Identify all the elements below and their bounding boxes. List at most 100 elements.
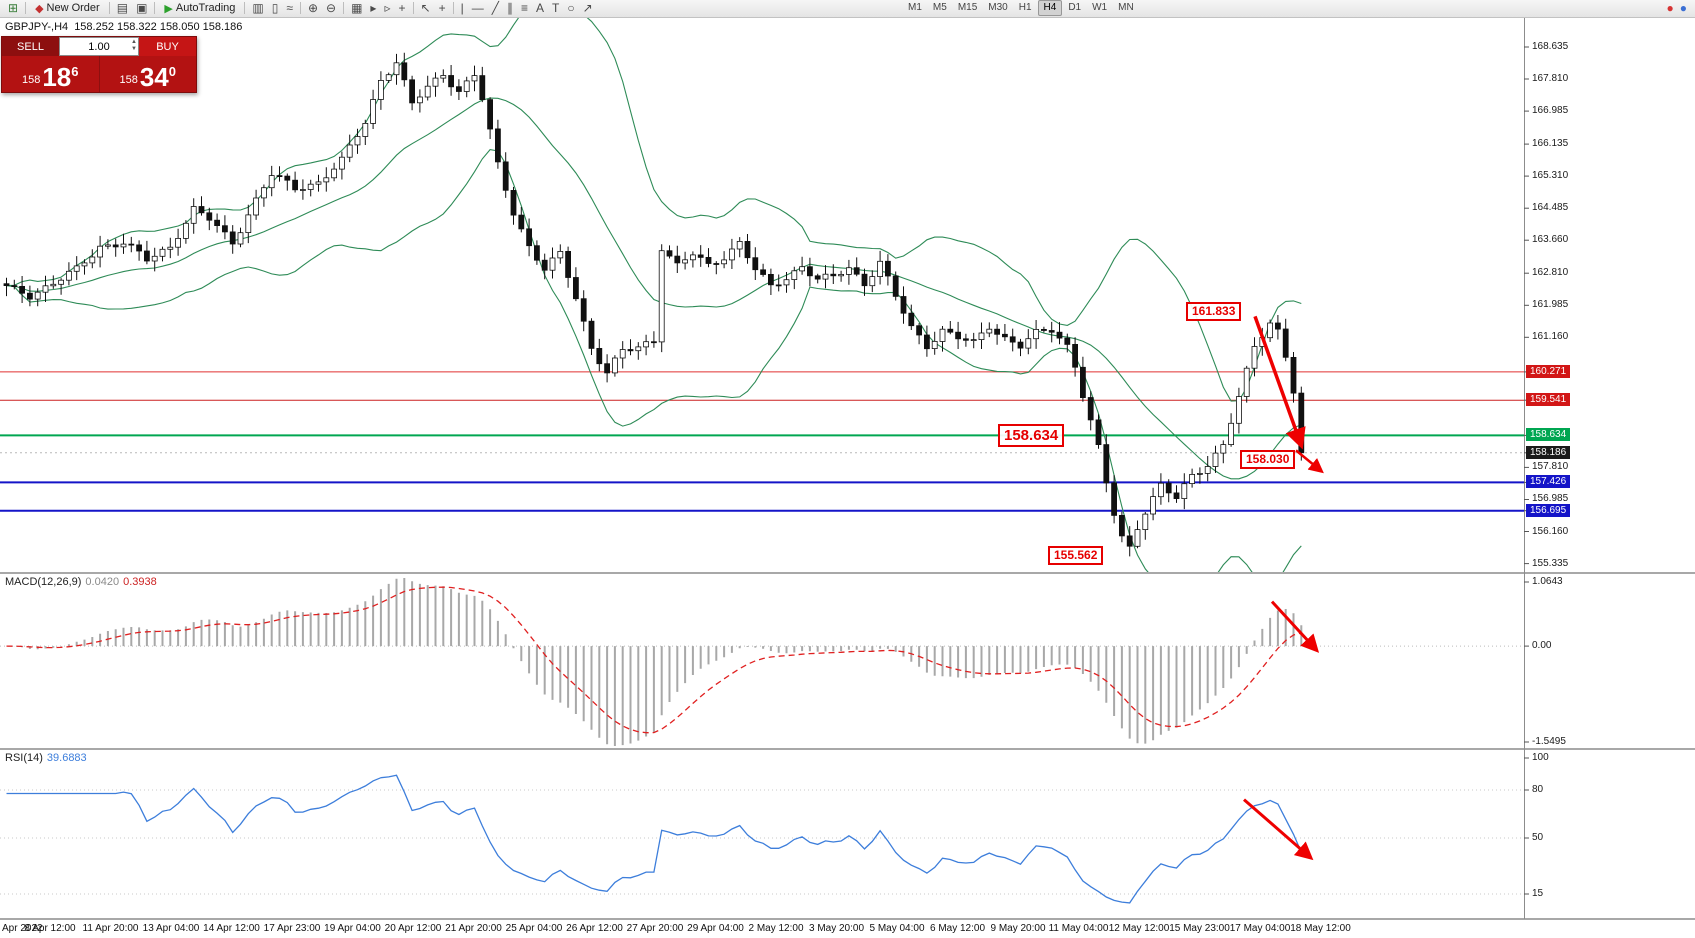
arrow-object-icon[interactable]: ↗ bbox=[582, 0, 593, 15]
sell-price[interactable]: 158 18 6 bbox=[2, 56, 100, 92]
timeframe-button-w1[interactable]: W1 bbox=[1092, 2, 1108, 13]
price-axis-label: 162.810 bbox=[1532, 267, 1569, 279]
autotrading-button-icon: ▶ bbox=[164, 2, 173, 15]
label-icon[interactable]: T bbox=[551, 0, 560, 15]
timeframe-button-m5[interactable]: M5 bbox=[932, 2, 947, 13]
price-axis-badge-158.186: 158.186 bbox=[1526, 445, 1571, 459]
fibonacci-icon[interactable]: ≡ bbox=[520, 0, 528, 15]
rsi-scale-label: 100 bbox=[1532, 752, 1549, 763]
price-axis[interactable]: 168.635 167.810 166.985 166.135 165.310 164.4… bbox=[1524, 17, 1695, 919]
volume-value: 1.00 bbox=[88, 40, 110, 53]
price-axis-label: 156.985 bbox=[1532, 493, 1569, 505]
time-axis-label: 9 May 20:00 bbox=[990, 923, 1046, 934]
price-axis-label: 157.810 bbox=[1532, 461, 1569, 473]
macd-panel bbox=[0, 578, 1524, 746]
macd-histogram bbox=[13, 578, 1303, 746]
time-axis-label: 11 Apr 20:00 bbox=[82, 923, 139, 934]
time-axis-label: 13 Apr 04:00 bbox=[142, 923, 200, 934]
candlestick-icon[interactable]: ▯ bbox=[271, 0, 279, 15]
bollinger-upper-band bbox=[6, 17, 1302, 402]
rsi-label: RSI(14) 39.6883 bbox=[5, 752, 87, 764]
trendline-icon[interactable]: ╱ bbox=[491, 0, 499, 15]
auto-scroll-icon[interactable]: ▸ bbox=[370, 0, 377, 15]
time-axis-label: 29 Apr 04:00 bbox=[687, 923, 744, 934]
shapes-icon[interactable]: ○ bbox=[567, 0, 575, 15]
rsi-panel bbox=[0, 774, 1524, 904]
price-axis-label: 156.160 bbox=[1532, 525, 1569, 537]
time-axis-label: Apr 2022 bbox=[2, 923, 43, 934]
volume-up-icon[interactable]: ▲ bbox=[131, 39, 137, 45]
toolbar-right: ● ● bbox=[1667, 1, 1688, 15]
trend-arrow-price[interactable] bbox=[1295, 449, 1324, 474]
buy-price[interactable]: 158 34 0 bbox=[100, 56, 197, 92]
toolbar-separator bbox=[299, 2, 301, 14]
community-icon[interactable]: ● bbox=[1679, 1, 1687, 15]
tile-windows-icon[interactable]: ▦ bbox=[351, 0, 363, 15]
volume-down-icon[interactable]: ▼ bbox=[131, 46, 137, 52]
timeframe-button-m30[interactable]: M30 bbox=[988, 2, 1008, 13]
volume-stepper[interactable]: ▲ ▼ bbox=[131, 39, 137, 53]
new-chart-icon[interactable]: ⊞ bbox=[8, 0, 19, 15]
bollinger-lower-band bbox=[6, 149, 1302, 572]
one-click-trade-panel: SELL 1.00 ▲ ▼ BUY 158 18 6 158 34 0 bbox=[1, 36, 197, 93]
new-order-button[interactable]: ◆ New Order bbox=[29, 2, 106, 15]
vertical-line-icon[interactable]: | bbox=[460, 0, 464, 15]
price-axis-label: 155.335 bbox=[1532, 557, 1569, 569]
toolbar-separator bbox=[412, 2, 414, 14]
macd-label: MACD(12,26,9) 0.0420 0.3938 bbox=[5, 576, 157, 588]
indicators-icon[interactable]: + bbox=[398, 0, 406, 15]
horizontal-line-icon[interactable]: — bbox=[471, 0, 484, 15]
toolbar-separator bbox=[25, 2, 27, 14]
symbol-ohlc: 158.252 158.322 158.050 158.186 bbox=[74, 21, 243, 33]
timeframe-button-m1[interactable]: M1 bbox=[908, 2, 922, 13]
price-axis-label: 166.985 bbox=[1532, 105, 1569, 117]
time-axis-label: 2 May 12:00 bbox=[748, 923, 804, 934]
symbol-header: GBPJPY-,H4 158.252 158.322 158.050 158.18… bbox=[5, 21, 248, 33]
sell-price-big: 18 bbox=[42, 62, 72, 92]
timeframe-button-h1[interactable]: H1 bbox=[1018, 2, 1032, 13]
symbol-title: GBPJPY-,H4 bbox=[5, 21, 69, 33]
price-axis-badge-159.541: 159.541 bbox=[1526, 393, 1571, 407]
bar-chart-icon[interactable]: ▥ bbox=[252, 0, 264, 15]
time-axis-label: 3 May 20:00 bbox=[808, 923, 865, 934]
price-annotation-155.562[interactable]: 155.562 bbox=[1048, 545, 1104, 565]
trend-arrow-macd[interactable] bbox=[1270, 600, 1320, 653]
price-annotation-158.634[interactable]: 158.634 bbox=[998, 424, 1065, 448]
time-axis-label: 25 Apr 04:00 bbox=[505, 923, 563, 934]
zoom-out-icon[interactable]: ⊖ bbox=[326, 0, 337, 15]
chart-shift-icon[interactable]: ▹ bbox=[384, 0, 391, 15]
timeframe-button-mn[interactable]: MN bbox=[1118, 2, 1134, 13]
channel-icon[interactable]: ∥ bbox=[506, 0, 513, 15]
time-axis-label: 27 Apr 20:00 bbox=[626, 923, 684, 934]
price-axis-label: 165.310 bbox=[1532, 170, 1569, 182]
crosshair-icon[interactable]: + bbox=[438, 0, 446, 15]
buy-price-small: 158 bbox=[119, 74, 138, 86]
trend-arrow-rsi[interactable] bbox=[1243, 798, 1314, 861]
timeframe-button-d1[interactable]: D1 bbox=[1068, 2, 1082, 13]
autotrading-button[interactable]: ▶ AutoTrading bbox=[158, 2, 241, 15]
buy-button[interactable]: BUY bbox=[139, 37, 196, 56]
rsi-line bbox=[6, 774, 1302, 904]
macd-signal-value: 0.3938 bbox=[123, 576, 157, 588]
price-annotation-161.833[interactable]: 161.833 bbox=[1186, 302, 1242, 322]
line-chart-icon[interactable]: ≈ bbox=[286, 0, 293, 15]
trend-arrow-main[interactable] bbox=[1253, 315, 1306, 450]
cursor-icon[interactable]: ↖ bbox=[420, 0, 431, 15]
buy-price-big: 34 bbox=[139, 62, 169, 92]
volume-input[interactable]: 1.00 ▲ ▼ bbox=[59, 37, 139, 56]
toolbar: ⊞ ◆ New Order ▤ ▣ ▶ AutoTrading ▥ ▯ ≈ ⊕ ⊖ ▦ ▸ ▹ + ↖ + | — ╱ ∥… bbox=[0, 0, 1695, 18]
bollinger-middle-band bbox=[6, 97, 1302, 480]
zoom-in-icon[interactable]: ⊕ bbox=[307, 0, 319, 15]
time-axis[interactable]: Apr 2022 8 Apr 12:00 11 Apr 20:00 13 Apr 04… bbox=[0, 920, 1695, 938]
macd-scale-label: 0.00 bbox=[1532, 640, 1552, 652]
price-annotation-158.030[interactable]: 158.030 bbox=[1240, 449, 1296, 469]
sell-button[interactable]: SELL bbox=[2, 37, 59, 56]
alerts-icon[interactable]: ● bbox=[1666, 1, 1674, 15]
charts-icon[interactable]: ▤ bbox=[116, 0, 129, 15]
timeframe-button-h4[interactable]: H4 bbox=[1037, 0, 1063, 16]
text-icon[interactable]: A bbox=[535, 0, 544, 15]
profiles-icon[interactable]: ▣ bbox=[136, 0, 148, 15]
timeframe-button-m15[interactable]: M15 bbox=[957, 2, 978, 13]
